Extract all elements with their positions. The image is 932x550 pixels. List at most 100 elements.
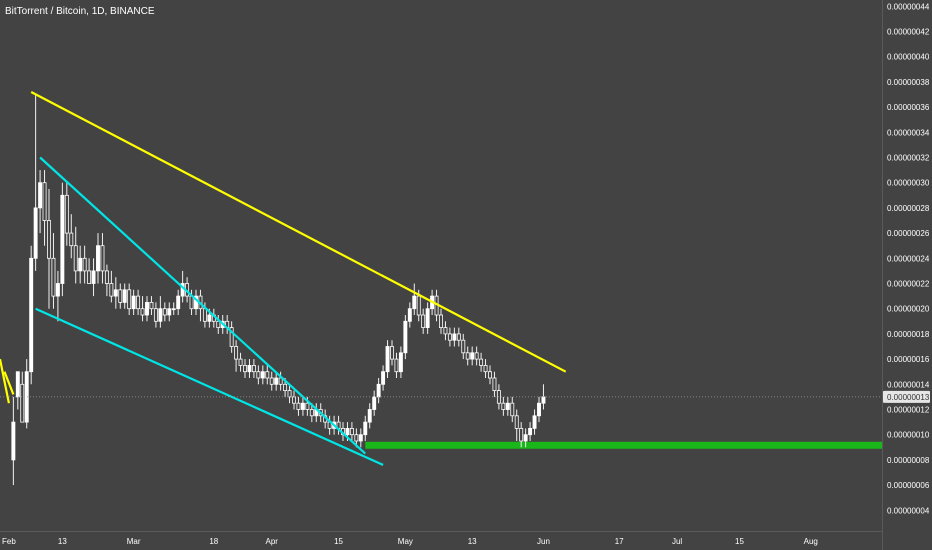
candle-body [407, 308, 412, 322]
candle-body [292, 396, 296, 404]
candle-body [510, 402, 515, 417]
candle-body [523, 434, 528, 442]
price-tick-label: 0.00000028 [887, 204, 930, 213]
price-tick-label: 0.00000044 [887, 2, 930, 11]
candle-body [251, 364, 256, 373]
cyan-trendline[interactable] [39, 156, 367, 455]
candle-body [51, 257, 56, 297]
candle-body [162, 308, 167, 316]
candle-body [42, 182, 47, 221]
price-tick-label: 0.00000018 [887, 330, 930, 339]
candle-body [73, 245, 78, 272]
price-tick-label: 0.00000026 [887, 229, 930, 238]
price-tick-label: 0.00000016 [887, 355, 930, 364]
candle-body [541, 396, 546, 404]
chart-title: BitTorrent / Bitcoin, 1D, BINANCE [5, 6, 155, 17]
time-tick-label: 18 [209, 537, 218, 546]
candle-body [372, 396, 377, 410]
candle-body [47, 220, 51, 259]
yellow-trendline[interactable] [3, 371, 15, 395]
time-tick-label: Mar [127, 537, 141, 546]
candle-body [492, 377, 497, 391]
price-tick-label: 0.00000034 [887, 128, 930, 137]
price-tick-label: 0.00000030 [887, 179, 930, 188]
candle-body [265, 371, 270, 379]
price-tick-label: 0.00000020 [887, 305, 930, 314]
candle-body [537, 402, 541, 417]
yellow-trendline[interactable] [30, 91, 567, 373]
candle-body [104, 270, 109, 284]
candle-body [461, 339, 466, 354]
candle-body [456, 333, 461, 341]
price-tick-label: 0.00000024 [887, 254, 930, 263]
price-tick-label: 0.00000014 [887, 380, 930, 389]
support-zone-layer [365, 441, 883, 449]
price-axis-background [882, 0, 932, 550]
price-tick-label: 0.00000006 [887, 481, 930, 490]
candle-body [470, 352, 475, 360]
candle-body [381, 371, 386, 385]
candle-body [358, 434, 363, 442]
candle-body [532, 415, 537, 429]
candle-body [167, 308, 172, 316]
time-tick-label: Jun [537, 537, 550, 546]
candle-body [412, 295, 417, 310]
candle-body [519, 427, 524, 442]
candle-body [69, 232, 74, 247]
price-axis[interactable]: 0.00000004 0.00000006 0.00000008 0.00000010… [882, 0, 932, 550]
candle-body [421, 314, 426, 328]
candle-body [15, 371, 20, 398]
candle-body [528, 427, 533, 436]
last-price-tag [883, 390, 930, 403]
price-tick-label: 0.00000010 [887, 431, 930, 440]
candle-body [465, 352, 470, 360]
price-tick-label: 0.00000040 [887, 53, 930, 62]
time-axis[interactable]: Feb 13 Mar 18 Apr 15 May 13 Jun 17 Jul 15 Aug [0, 531, 882, 547]
candle-body [158, 308, 163, 322]
candle-body [345, 427, 350, 436]
price-tick-label: 0.00000004 [887, 506, 930, 515]
candle-body [29, 257, 34, 373]
candle-body [474, 352, 479, 360]
candle-body [91, 270, 96, 284]
cyan-trendline[interactable] [35, 307, 384, 466]
candle-body [113, 289, 118, 297]
time-tick-label: Feb [2, 537, 16, 546]
candle-body [229, 327, 234, 347]
support-zone[interactable] [365, 441, 883, 449]
time-tick-label: Aug [804, 537, 818, 546]
candle-body [82, 257, 87, 272]
candle-body [443, 327, 448, 335]
candle-body [238, 358, 243, 366]
candle-body [447, 333, 452, 341]
candle-body [398, 352, 403, 373]
candle-body [479, 358, 484, 366]
time-tick-label: Jul [672, 537, 682, 546]
yellow-trendline[interactable] [0, 358, 10, 404]
candle-body [243, 364, 247, 373]
candle-body [367, 409, 372, 423]
candle-body [171, 308, 176, 311]
candle-body [287, 390, 292, 398]
candle-body [385, 346, 390, 373]
candle-body [33, 207, 38, 259]
trendlines-layer [0, 91, 567, 466]
price-tick-label: 0.00000042 [887, 28, 930, 37]
candle-body [153, 308, 158, 322]
candle-body [296, 402, 301, 410]
candle-body [38, 182, 43, 209]
candle-body [176, 295, 181, 310]
candle-body [145, 301, 149, 316]
candle-body [118, 289, 123, 303]
candle-body [283, 383, 288, 391]
candle-body [194, 295, 198, 310]
candle-body [11, 421, 16, 461]
candle-body [100, 245, 105, 272]
time-tick-label: 15 [735, 537, 744, 546]
candles-layer [11, 94, 546, 486]
time-tick-label: 17 [615, 537, 624, 546]
candle-body [131, 295, 136, 310]
price-tick-label: 0.00000036 [887, 103, 930, 112]
